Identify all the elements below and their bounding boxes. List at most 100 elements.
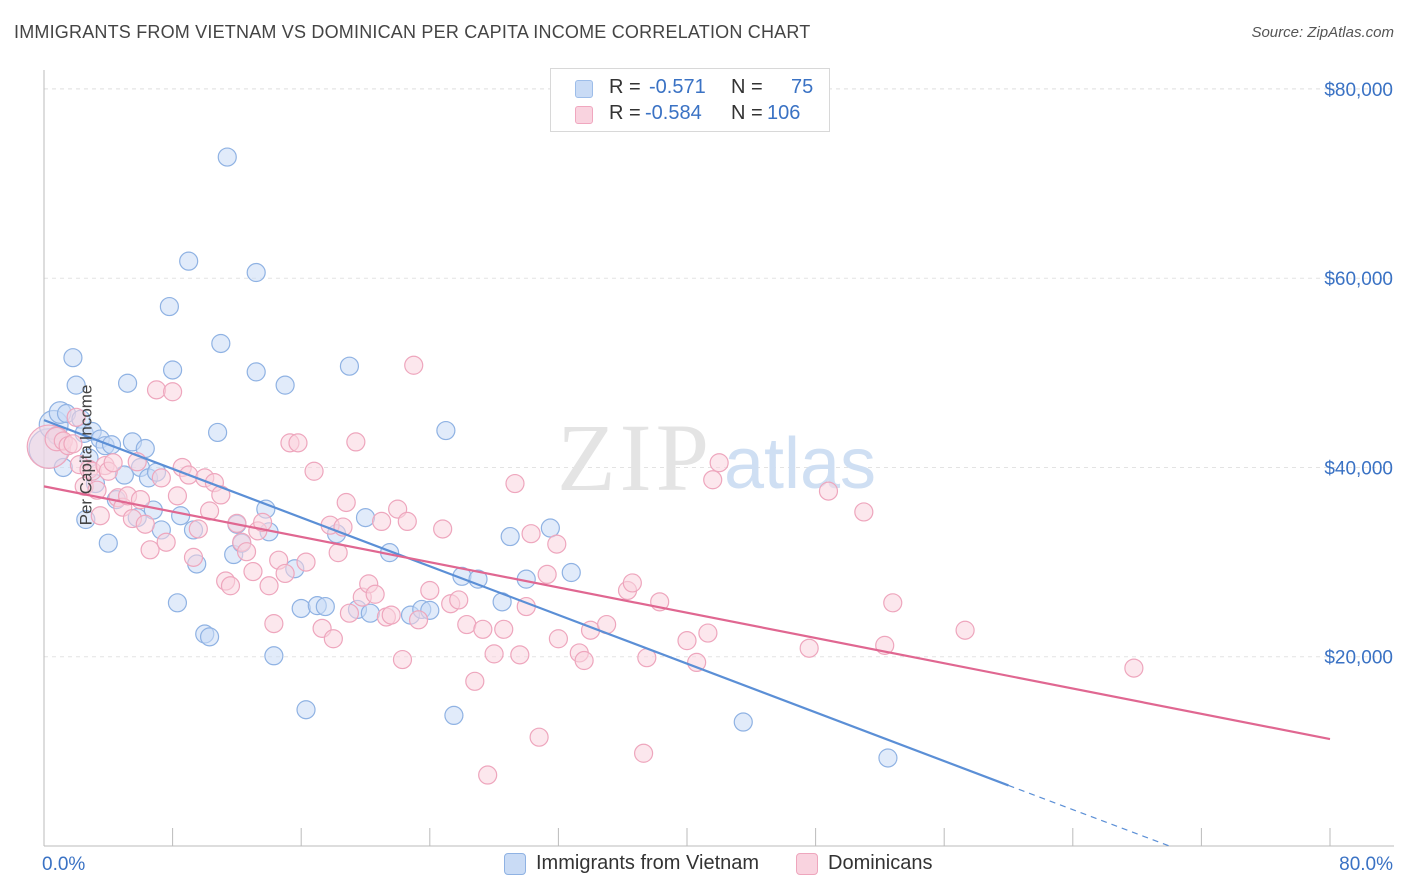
vietnam-point <box>163 360 183 380</box>
dominican-point <box>381 605 401 625</box>
dominican-point <box>275 563 295 584</box>
dominican-point <box>883 593 903 613</box>
dominican-point <box>167 486 188 506</box>
dominican-point <box>264 614 284 634</box>
dominican-point <box>574 650 594 671</box>
dominican-point <box>304 461 324 481</box>
dominican-point <box>259 576 279 596</box>
dominican-point <box>622 573 642 593</box>
dominican-point <box>253 512 273 532</box>
dominican-point <box>63 434 83 454</box>
vietnam-point <box>264 646 284 666</box>
dominican-point <box>296 552 316 572</box>
trend-lines <box>43 419 1331 847</box>
dominican-point <box>288 433 308 453</box>
legend-n-label: N = <box>731 76 763 98</box>
vietnam-trend-extension <box>1008 784 1170 847</box>
legend-r-label: R = <box>609 76 641 98</box>
legend-n-label: N = <box>731 102 763 124</box>
dominican-point <box>505 473 525 494</box>
source-credit: Source: ZipAtlas.com <box>1251 24 1394 41</box>
vietnam-point <box>878 748 898 768</box>
vietnam-point <box>733 712 753 732</box>
vietnam-point <box>171 506 191 526</box>
dominican-point <box>371 511 392 532</box>
dominican-point <box>677 631 697 651</box>
dominican-point <box>465 671 485 691</box>
chart-title: IMMIGRANTS FROM VIETNAM VS DOMINICAN PER… <box>14 22 811 42</box>
dominican-point <box>818 481 839 501</box>
dominican-point <box>323 629 343 649</box>
vietnam-point <box>339 356 360 376</box>
dominican-point <box>135 514 155 534</box>
dominican-point <box>365 584 385 604</box>
dominican-point <box>392 649 413 670</box>
vietnam-trend-line <box>43 419 1009 787</box>
dominican-point <box>537 564 557 585</box>
dominican-point <box>709 453 729 473</box>
x-tick-label: 80.0% <box>1339 854 1393 875</box>
dominican-point <box>449 590 469 610</box>
dominican-point <box>955 620 975 640</box>
vietnam-point <box>540 518 560 538</box>
watermark: ZIP atlas <box>557 404 876 511</box>
vietnam-point <box>500 526 520 547</box>
dominican-point <box>156 532 176 552</box>
dominican-point <box>478 765 498 785</box>
vietnam-point <box>315 596 335 617</box>
vietnam-point <box>159 296 179 317</box>
dominican-point <box>146 380 167 400</box>
vietnam-point <box>246 262 266 283</box>
dominican-point <box>521 524 541 544</box>
dominican-point <box>510 645 530 665</box>
dominican-point <box>163 382 183 402</box>
vietnam-point <box>117 373 138 393</box>
dominican-point <box>346 432 366 452</box>
vietnam-point <box>167 593 188 613</box>
legend-swatch-vietnam <box>575 80 593 98</box>
dominican-point <box>404 355 424 375</box>
dominican-point <box>420 580 440 601</box>
dominican-point <box>698 623 718 643</box>
dominican-point <box>339 603 360 623</box>
legend-n-value: 106 <box>767 102 801 124</box>
vietnam-point <box>355 508 376 528</box>
tick-labels: $20,000 $40,000 $60,000 $80,000 0.0% 80.0% <box>42 80 1393 875</box>
legend-r-label: R = <box>609 102 641 124</box>
vietnam-point <box>179 251 199 271</box>
dominican-point <box>529 727 549 747</box>
dominican-point <box>103 453 123 473</box>
bottom-legend-swatch-vietnam <box>504 853 526 875</box>
vietnam-point <box>275 375 295 395</box>
dominican-trend-line <box>43 485 1331 741</box>
dominican-point <box>473 619 493 639</box>
legend-r-value: -0.571 <box>649 76 706 98</box>
dominican-point <box>484 644 504 664</box>
dominican-point <box>703 470 723 490</box>
dominican-point <box>66 407 86 427</box>
bottom-legend-label-dominicans: Dominicans <box>828 852 933 874</box>
y-tick-label: $80,000 <box>1324 80 1393 101</box>
dominican-point <box>336 492 356 513</box>
dominican-point <box>397 511 417 532</box>
y-tick-label: $20,000 <box>1324 648 1393 669</box>
dominican-point <box>548 629 569 649</box>
dominican-point <box>633 743 654 763</box>
data-points <box>26 147 1144 785</box>
vietnam-point <box>436 420 456 441</box>
vietnam-point <box>217 147 237 167</box>
bottom-legend-swatch-dominicans <box>796 853 818 875</box>
dominican-point <box>90 506 110 526</box>
vietnam-point <box>66 375 86 395</box>
bottom-legend-label-vietnam: Immigrants from Vietnam <box>536 852 760 874</box>
vietnam-point <box>211 333 231 354</box>
watermark-atlas: atlas <box>724 424 876 504</box>
stats-legend: R = -0.571 N = 75 R = -0.584 N = 106 <box>550 68 830 132</box>
vietnam-point <box>360 603 380 623</box>
dominican-point <box>854 502 874 522</box>
vietnam-point <box>63 348 83 368</box>
dominican-point <box>243 561 263 582</box>
watermark-zip: ZIP <box>557 404 713 511</box>
y-tick-label: $60,000 <box>1324 269 1393 290</box>
dominican-point <box>687 652 707 673</box>
